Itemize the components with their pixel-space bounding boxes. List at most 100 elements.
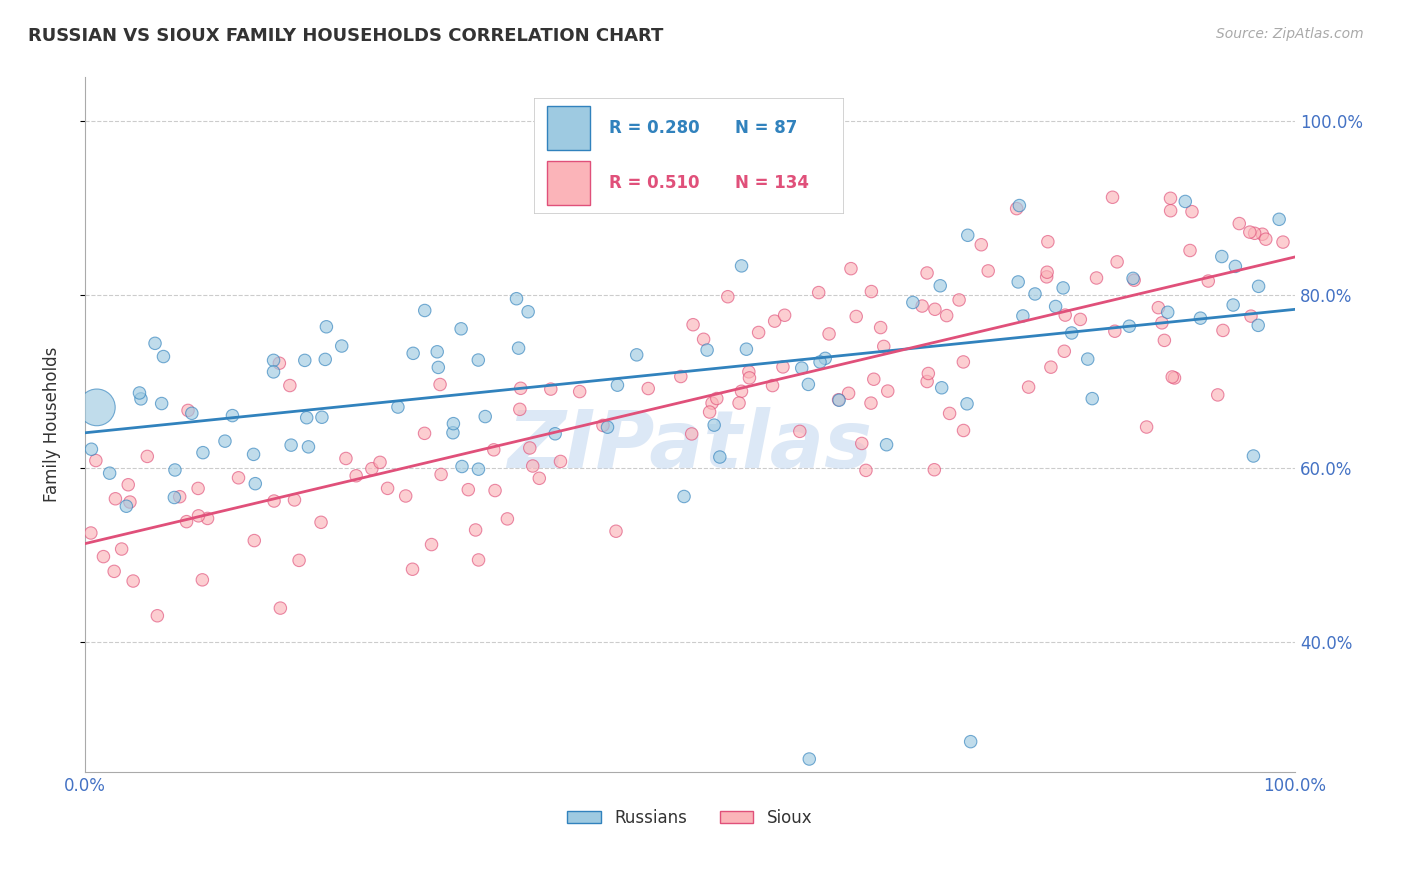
Point — [814, 351, 837, 366]
Point — [709, 450, 731, 464]
Point — [315, 319, 337, 334]
Point — [1212, 323, 1234, 337]
Point — [1147, 301, 1170, 315]
Point — [869, 320, 891, 334]
Point — [163, 491, 186, 505]
Point — [191, 445, 214, 459]
Point — [278, 378, 301, 392]
Point — [1157, 305, 1180, 319]
Point — [505, 292, 527, 306]
Point — [152, 350, 174, 364]
Point — [827, 392, 849, 407]
Point — [430, 467, 453, 482]
Point — [859, 396, 882, 410]
Point — [1104, 324, 1126, 338]
Point — [860, 285, 883, 299]
Point — [80, 526, 103, 541]
Point — [243, 533, 266, 548]
Point — [429, 377, 451, 392]
Point — [180, 406, 202, 420]
Point — [838, 386, 860, 401]
Point — [789, 425, 811, 439]
Point — [673, 490, 696, 504]
Point — [314, 352, 336, 367]
Point — [1240, 309, 1263, 323]
Point — [748, 326, 770, 340]
Point — [717, 290, 740, 304]
Point — [1181, 204, 1204, 219]
Point — [519, 441, 541, 455]
Point — [763, 314, 786, 328]
Point — [1045, 300, 1067, 314]
Point — [245, 476, 267, 491]
Point — [496, 512, 519, 526]
Point — [970, 237, 993, 252]
Point — [1254, 232, 1277, 246]
Point — [956, 228, 979, 243]
Point — [699, 405, 721, 419]
Text: R = 0.510: R = 0.510 — [609, 174, 699, 192]
Point — [1024, 287, 1046, 301]
Point — [115, 500, 138, 514]
Point — [482, 442, 505, 457]
Point — [441, 425, 464, 440]
Point — [876, 438, 898, 452]
Point — [761, 378, 783, 392]
Text: R = 0.280: R = 0.280 — [609, 120, 699, 137]
Point — [297, 440, 319, 454]
Point — [368, 455, 391, 469]
Point — [773, 308, 796, 322]
Point — [263, 353, 285, 368]
Point — [1239, 225, 1261, 239]
Point — [464, 523, 486, 537]
Point — [952, 355, 974, 369]
Point — [735, 342, 758, 356]
Point — [1178, 244, 1201, 258]
Point — [294, 353, 316, 368]
Point — [540, 382, 562, 396]
Point — [873, 339, 896, 353]
Point — [177, 403, 200, 417]
Point — [1225, 260, 1247, 274]
Point — [706, 392, 728, 406]
Point — [103, 565, 125, 579]
Point — [935, 309, 957, 323]
Point — [1018, 380, 1040, 394]
Point — [862, 372, 884, 386]
Point — [929, 278, 952, 293]
Point — [938, 406, 960, 420]
Point — [1081, 392, 1104, 406]
Point — [807, 285, 830, 300]
Point — [395, 489, 418, 503]
Y-axis label: Family Households: Family Households — [44, 347, 60, 502]
Point — [377, 481, 399, 495]
Point — [136, 450, 159, 464]
Point — [592, 418, 614, 433]
Point — [1150, 316, 1173, 330]
Point — [467, 553, 489, 567]
Point — [509, 381, 531, 395]
Point — [772, 359, 794, 374]
Point — [550, 454, 572, 468]
Point — [146, 608, 169, 623]
Point — [311, 410, 333, 425]
Point — [851, 436, 873, 450]
Text: N = 87: N = 87 — [735, 120, 797, 137]
Point — [738, 371, 761, 385]
Point — [1206, 388, 1229, 402]
Point — [1136, 420, 1159, 434]
Point — [344, 468, 367, 483]
Point — [605, 524, 627, 539]
Point — [263, 365, 285, 379]
Point — [402, 346, 425, 360]
Point — [1107, 255, 1129, 269]
Text: ZIPatlas: ZIPatlas — [508, 407, 872, 484]
Point — [959, 734, 981, 748]
Point — [529, 471, 551, 485]
Point — [427, 360, 450, 375]
Point — [738, 365, 761, 379]
Point — [901, 295, 924, 310]
Point — [191, 573, 214, 587]
Point — [696, 343, 718, 357]
Point — [295, 410, 318, 425]
